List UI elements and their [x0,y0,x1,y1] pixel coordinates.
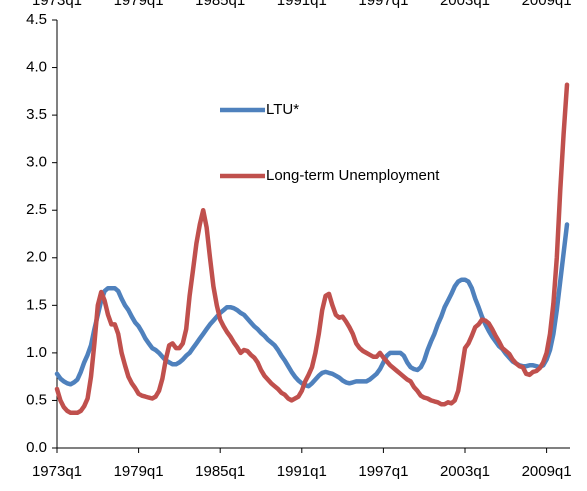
x-tick-label: 1979q1 [114,463,164,480]
y-tick-label: 3.5 [26,106,47,123]
x-tick-label-top: 1985q1 [195,0,245,9]
y-tick-label: 2.5 [26,201,47,218]
x-tick-label-top: 1979q1 [114,0,164,9]
x-tick-label: 1973q1 [32,463,82,480]
series-line [54,222,570,389]
y-tick-label: 2.0 [26,249,47,266]
y-tick-label: 1.0 [26,344,47,361]
x-tick-label: 2009q1 [522,463,572,480]
y-tick-label: 3.0 [26,154,47,171]
legend-label: LTU* [266,101,299,118]
y-tick-label: 4.5 [26,11,47,28]
y-tick-label: 0.5 [26,391,47,408]
x-tick-label-top: 2003q1 [440,0,490,9]
x-tick-label-top: 1997q1 [358,0,408,9]
y-tick-label: 1.5 [26,296,47,313]
series-line [54,82,570,416]
x-tick-label-top: 1991q1 [277,0,327,9]
y-tick-label: 4.0 [26,59,47,76]
x-tick-label: 1997q1 [358,463,408,480]
x-tick-label: 1991q1 [277,463,327,480]
x-tick-label-top: 2009q1 [522,0,572,9]
x-tick-label: 1985q1 [195,463,245,480]
legend-label: Long-term Unemployment [266,167,440,184]
y-tick-label: 0.0 [26,439,47,456]
x-tick-label: 2003q1 [440,463,490,480]
x-tick-label-top: 1973q1 [32,0,82,9]
